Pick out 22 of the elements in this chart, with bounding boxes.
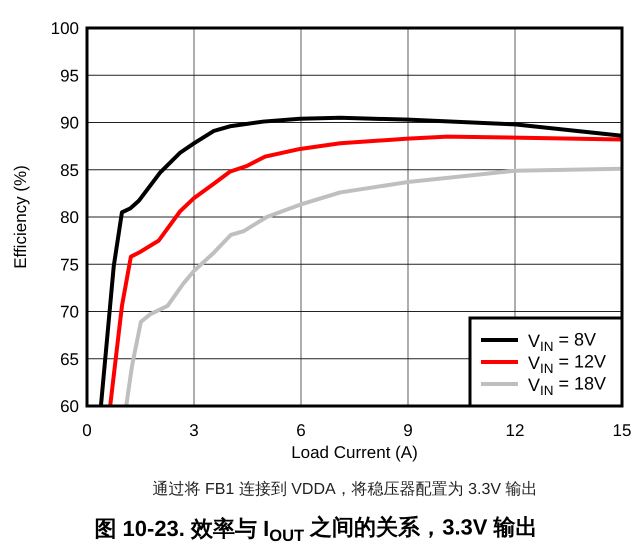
y-tick-label: 100 <box>50 19 79 38</box>
y-tick-label: 80 <box>60 208 79 227</box>
legend-label: V$_{IN}$ = 12V <box>528 352 606 376</box>
x-tick-label: 0 <box>82 421 92 440</box>
x-tick-label: 9 <box>403 421 413 440</box>
x-tick-label: 6 <box>296 421 306 440</box>
legend-label: V$_{IN}$ = 8V <box>528 330 596 354</box>
y-tick-label: 75 <box>60 255 79 274</box>
y-tick-label: 95 <box>60 66 79 86</box>
y-tick-label: 90 <box>60 114 79 132</box>
x-axis-title: Load Current (A) <box>291 443 418 462</box>
x-tick-label: 12 <box>506 421 524 440</box>
x-tick-label: 15 <box>612 421 632 440</box>
y-axis-title: Efficiency (%) <box>11 165 30 269</box>
y-tick-label: 70 <box>60 302 79 322</box>
legend-label: V$_{IN}$ = 18V <box>528 374 606 398</box>
y-tick-label: 85 <box>60 160 79 180</box>
text: 通过将 FB1 连接到 VDDA，将稳压器配置为 3.3V 输出 <box>152 480 538 498</box>
x-tick-label: 3 <box>189 421 199 440</box>
y-tick-label: 65 <box>60 350 79 369</box>
text: 图 10-23. 效率与 I$_{OUT}$ 之间的关系，3.3V 输出 <box>94 514 538 545</box>
y-tick-label: 60 <box>60 397 79 416</box>
